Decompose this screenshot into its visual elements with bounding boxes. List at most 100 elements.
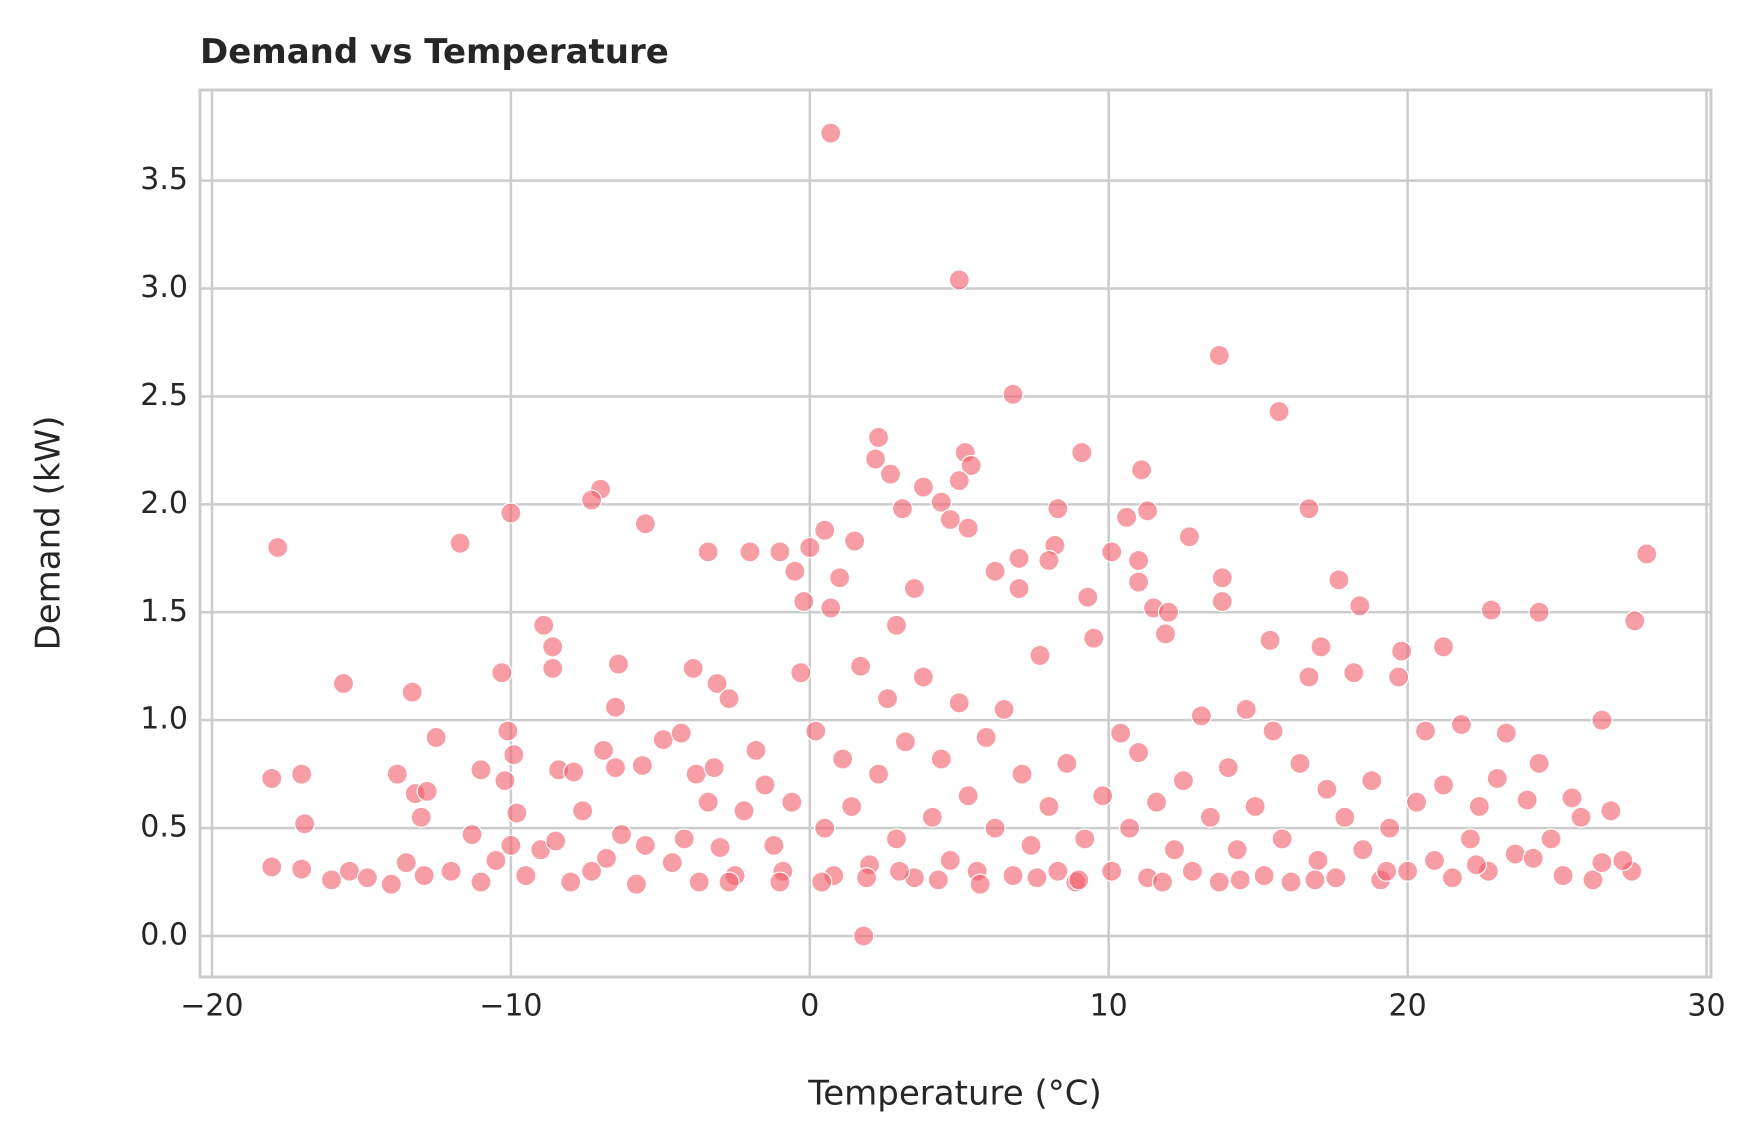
y-tick-label: 0.5 xyxy=(140,810,188,845)
point xyxy=(1259,629,1281,651)
point xyxy=(1432,636,1455,658)
point xyxy=(912,476,934,498)
point xyxy=(1217,757,1239,779)
point xyxy=(1304,869,1326,891)
point xyxy=(1432,774,1455,796)
point xyxy=(844,530,866,552)
point xyxy=(1092,785,1114,807)
point xyxy=(1289,752,1311,774)
point xyxy=(1056,752,1078,774)
point xyxy=(572,800,594,822)
point xyxy=(563,761,585,783)
point xyxy=(503,744,525,766)
point xyxy=(1397,860,1419,882)
point xyxy=(670,722,692,744)
point xyxy=(1636,543,1658,565)
point xyxy=(1352,839,1374,861)
point xyxy=(960,454,982,477)
point xyxy=(832,748,854,770)
point xyxy=(1334,806,1356,828)
point xyxy=(1029,644,1051,667)
point xyxy=(784,560,806,582)
point xyxy=(1136,500,1159,522)
y-tick-label: 0.0 xyxy=(140,917,188,952)
point xyxy=(440,860,462,882)
point xyxy=(975,726,997,749)
point xyxy=(969,873,991,895)
point xyxy=(1011,763,1033,785)
point xyxy=(1235,698,1257,720)
point xyxy=(461,823,483,846)
point xyxy=(718,687,740,710)
point xyxy=(1522,847,1544,869)
point xyxy=(267,536,289,559)
point xyxy=(1068,869,1090,891)
point xyxy=(745,739,767,761)
point xyxy=(1047,498,1069,520)
point xyxy=(261,856,283,878)
point xyxy=(1163,839,1186,861)
point xyxy=(948,470,970,492)
point xyxy=(1361,770,1383,792)
point xyxy=(957,785,979,807)
y-axis-label: Demand (kW) xyxy=(29,416,69,651)
point xyxy=(1047,860,1069,882)
point xyxy=(1229,869,1251,891)
point xyxy=(948,269,970,291)
point xyxy=(984,817,1006,839)
point xyxy=(395,852,417,874)
point xyxy=(1612,849,1634,872)
point xyxy=(413,864,435,887)
point xyxy=(1074,828,1096,850)
point xyxy=(1127,741,1150,764)
point xyxy=(1271,828,1293,850)
point xyxy=(930,491,952,513)
x-tick-label: 0 xyxy=(800,989,819,1024)
point xyxy=(930,748,952,770)
point xyxy=(867,763,890,785)
point xyxy=(1119,817,1141,839)
point xyxy=(733,800,755,822)
point xyxy=(500,502,522,524)
point xyxy=(885,614,908,636)
x-tick-label: −10 xyxy=(479,989,542,1024)
point xyxy=(1071,441,1093,464)
point xyxy=(1540,828,1562,850)
point xyxy=(829,567,851,589)
point xyxy=(604,696,627,718)
point xyxy=(1298,498,1320,520)
point xyxy=(1423,849,1446,872)
point xyxy=(1008,577,1030,600)
point xyxy=(634,513,656,535)
point xyxy=(320,869,343,891)
point xyxy=(852,925,875,947)
point xyxy=(410,806,432,828)
point xyxy=(1178,526,1200,548)
point xyxy=(1208,871,1230,893)
point xyxy=(1480,599,1502,621)
point xyxy=(1110,722,1132,744)
point xyxy=(631,754,653,777)
chart-title: Demand vs Temperature xyxy=(200,32,669,72)
point xyxy=(1145,791,1168,813)
point xyxy=(769,871,791,893)
point xyxy=(921,806,943,828)
point xyxy=(718,871,740,893)
point xyxy=(1624,610,1646,632)
point xyxy=(515,864,537,887)
point xyxy=(1190,705,1212,727)
point xyxy=(1101,541,1123,563)
point xyxy=(1151,871,1174,893)
point xyxy=(1570,806,1592,828)
point xyxy=(673,828,695,850)
point xyxy=(1376,860,1398,882)
point xyxy=(912,666,934,688)
point xyxy=(1528,601,1550,623)
point xyxy=(494,770,516,792)
y-tick-label: 2.5 xyxy=(140,378,188,413)
point xyxy=(294,813,316,835)
point xyxy=(1002,383,1024,405)
y-tick-label: 3.5 xyxy=(140,162,188,197)
point xyxy=(1262,720,1284,742)
point xyxy=(876,687,899,710)
